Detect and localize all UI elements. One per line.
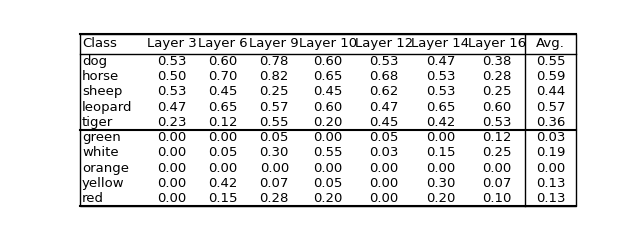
Text: 0.44: 0.44: [536, 85, 565, 98]
Text: 0.00: 0.00: [157, 192, 187, 205]
Text: 0.59: 0.59: [536, 70, 565, 83]
Text: 0.55: 0.55: [313, 146, 343, 160]
Text: 0.25: 0.25: [482, 85, 511, 98]
Text: 0.65: 0.65: [209, 101, 238, 114]
Text: 0.53: 0.53: [157, 85, 187, 98]
Text: 0.38: 0.38: [482, 55, 511, 68]
Text: 0.03: 0.03: [536, 131, 565, 144]
Text: 0.00: 0.00: [370, 177, 399, 190]
Text: 0.00: 0.00: [426, 162, 455, 175]
Text: leopard: leopard: [82, 101, 132, 114]
Text: 0.53: 0.53: [426, 85, 455, 98]
Text: horse: horse: [82, 70, 119, 83]
Text: 0.28: 0.28: [260, 192, 289, 205]
Text: 0.00: 0.00: [370, 162, 399, 175]
Text: dog: dog: [82, 55, 107, 68]
Text: 0.05: 0.05: [209, 146, 238, 160]
Text: 0.60: 0.60: [314, 55, 342, 68]
Text: white: white: [82, 146, 118, 160]
Text: 0.45: 0.45: [314, 85, 342, 98]
Text: 0.42: 0.42: [209, 177, 238, 190]
Text: 0.45: 0.45: [209, 85, 238, 98]
Text: Layer 12: Layer 12: [355, 37, 413, 50]
Text: Layer 6: Layer 6: [198, 37, 248, 50]
Text: 0.15: 0.15: [209, 192, 238, 205]
Text: 0.55: 0.55: [260, 116, 289, 129]
Text: 0.57: 0.57: [536, 101, 565, 114]
Text: 0.00: 0.00: [209, 131, 238, 144]
Text: Class: Class: [82, 37, 117, 50]
Text: 0.65: 0.65: [314, 70, 342, 83]
Text: 0.12: 0.12: [209, 116, 238, 129]
Text: 0.60: 0.60: [482, 101, 511, 114]
Text: 0.00: 0.00: [426, 131, 455, 144]
Text: 0.78: 0.78: [260, 55, 289, 68]
Text: 0.36: 0.36: [536, 116, 565, 129]
Text: 0.47: 0.47: [426, 55, 455, 68]
Text: 0.45: 0.45: [369, 116, 399, 129]
Text: 0.20: 0.20: [314, 192, 342, 205]
Text: red: red: [82, 192, 104, 205]
Text: 0.42: 0.42: [426, 116, 455, 129]
Text: tiger: tiger: [82, 116, 113, 129]
Text: Layer 3: Layer 3: [147, 37, 197, 50]
Text: 0.53: 0.53: [157, 55, 187, 68]
Text: 0.60: 0.60: [209, 55, 238, 68]
Text: sheep: sheep: [82, 85, 122, 98]
Text: 0.00: 0.00: [370, 192, 399, 205]
Text: 0.00: 0.00: [482, 162, 511, 175]
Text: 0.00: 0.00: [157, 162, 187, 175]
Text: 0.05: 0.05: [260, 131, 289, 144]
Text: 0.55: 0.55: [536, 55, 565, 68]
Text: Layer 10: Layer 10: [299, 37, 357, 50]
Text: 0.13: 0.13: [536, 192, 565, 205]
Text: 0.15: 0.15: [426, 146, 455, 160]
Text: 0.47: 0.47: [369, 101, 399, 114]
Text: 0.00: 0.00: [536, 162, 565, 175]
Text: 0.07: 0.07: [482, 177, 511, 190]
Text: 0.60: 0.60: [314, 101, 342, 114]
Text: 0.05: 0.05: [314, 177, 342, 190]
Text: Layer 9: Layer 9: [250, 37, 299, 50]
Text: 0.62: 0.62: [369, 85, 399, 98]
Text: 0.10: 0.10: [482, 192, 511, 205]
Text: orange: orange: [82, 162, 129, 175]
Text: 0.00: 0.00: [157, 177, 187, 190]
Text: 0.50: 0.50: [157, 70, 187, 83]
Text: 0.53: 0.53: [482, 116, 511, 129]
Text: 0.25: 0.25: [260, 85, 289, 98]
Text: 0.07: 0.07: [260, 177, 289, 190]
Text: 0.65: 0.65: [426, 101, 455, 114]
Text: 0.47: 0.47: [157, 101, 187, 114]
Text: 0.70: 0.70: [209, 70, 238, 83]
Text: 0.00: 0.00: [314, 131, 342, 144]
Text: 0.28: 0.28: [482, 70, 511, 83]
Text: Layer 14: Layer 14: [412, 37, 470, 50]
Text: 0.57: 0.57: [260, 101, 289, 114]
Text: 0.23: 0.23: [157, 116, 187, 129]
Text: 0.05: 0.05: [369, 131, 399, 144]
Text: 0.53: 0.53: [369, 55, 399, 68]
Text: 0.00: 0.00: [209, 162, 238, 175]
Text: 0.19: 0.19: [536, 146, 565, 160]
Text: 0.68: 0.68: [370, 70, 399, 83]
Text: Layer 16: Layer 16: [468, 37, 526, 50]
Text: 0.00: 0.00: [157, 146, 187, 160]
Text: 0.13: 0.13: [536, 177, 565, 190]
Text: green: green: [82, 131, 121, 144]
Text: 0.20: 0.20: [314, 116, 342, 129]
Text: 0.00: 0.00: [260, 162, 289, 175]
Text: 0.20: 0.20: [426, 192, 455, 205]
Text: 0.25: 0.25: [482, 146, 511, 160]
Text: 0.82: 0.82: [260, 70, 289, 83]
Text: Avg.: Avg.: [536, 37, 565, 50]
Text: 0.30: 0.30: [260, 146, 289, 160]
Text: 0.12: 0.12: [482, 131, 511, 144]
Text: 0.30: 0.30: [426, 177, 455, 190]
Text: 0.00: 0.00: [157, 131, 187, 144]
Text: 0.03: 0.03: [369, 146, 399, 160]
Text: 0.53: 0.53: [426, 70, 455, 83]
Text: yellow: yellow: [82, 177, 125, 190]
Text: 0.00: 0.00: [314, 162, 342, 175]
